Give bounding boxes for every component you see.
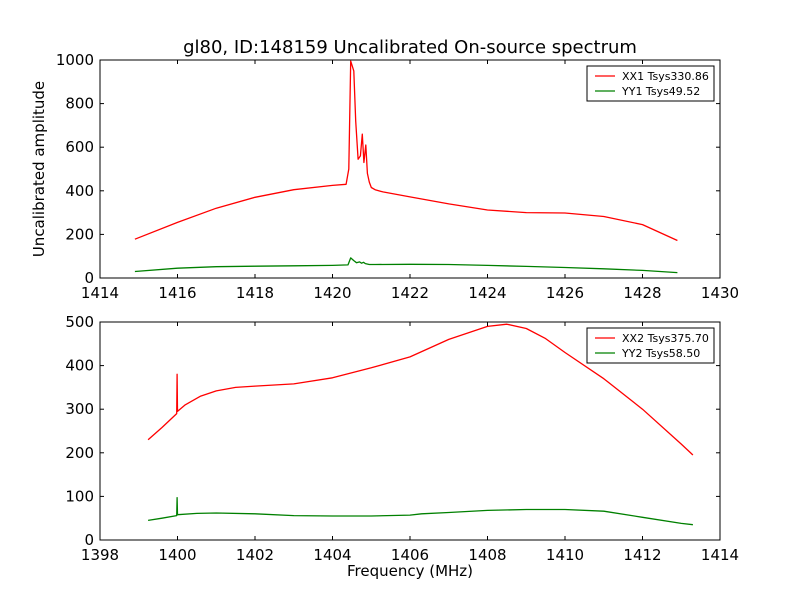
x-tick-label: 1418 (236, 284, 274, 302)
series-line-xx2 (147, 323, 694, 456)
x-tick-label: 1426 (546, 284, 584, 302)
plot-2: 1398 1400 1402 1404 1406 1408 1410 1412 1414 0 100… (65, 313, 739, 564)
y-tick-label: 200 (65, 444, 94, 462)
x-tick-label: 1414 (81, 284, 119, 302)
x-tick-label: 1420 (313, 284, 351, 302)
x-tick-label: 1408 (468, 546, 506, 564)
legend-label: XX1 Tsys330.86 (622, 70, 709, 83)
series-line-yy2 (147, 497, 693, 526)
x-tick-label: 1422 (391, 284, 429, 302)
y-tick-label: 0 (84, 269, 94, 287)
y-tick-label: 500 (65, 313, 94, 331)
y-tick-label: 100 (65, 487, 94, 505)
x-tick-label: 1424 (468, 284, 506, 302)
x-axis-label: Frequency (MHz) (347, 562, 473, 580)
series-line-yy1 (134, 257, 678, 274)
x-tick-label: 1416 (158, 284, 196, 302)
y-tick-label: 200 (65, 225, 94, 243)
x-tick-label: 1402 (236, 546, 274, 564)
legend-label: YY1 Tsys49.52 (621, 85, 700, 98)
x-tick-label: 1398 (81, 546, 119, 564)
y-axis-label: Uncalibrated amplitude (30, 81, 48, 257)
series-line-xx1 (134, 60, 678, 242)
legend-label: XX2 Tsys375.70 (622, 332, 709, 345)
legend-box (586, 327, 715, 364)
y-tick-label: 600 (65, 138, 94, 156)
x-tick-label: 1406 (391, 546, 429, 564)
legend: XX2 Tsys375.70 YY2 Tsys58.50 (586, 327, 715, 364)
legend-box (586, 65, 715, 102)
y-tick-label: 300 (65, 400, 94, 418)
x-tick-label: 1428 (623, 284, 661, 302)
y-tick-label: 400 (65, 182, 94, 200)
x-tick-label: 1414 (701, 546, 739, 564)
x-tick-label: 1400 (158, 546, 196, 564)
y-tick-label: 400 (65, 357, 94, 375)
legend-label: YY2 Tsys58.50 (621, 347, 700, 360)
x-tick-label: 1404 (313, 546, 351, 564)
plot-1: 1414 1416 1418 1420 1422 1424 1426 1428 1430 0 200… (56, 51, 739, 302)
legend: XX1 Tsys330.86 YY1 Tsys49.52 (586, 65, 715, 102)
x-tick-label: 1412 (623, 546, 661, 564)
x-tick-label: 1410 (546, 546, 584, 564)
x-tick-label: 1430 (701, 284, 739, 302)
y-tick-label: 800 (65, 95, 94, 113)
y-tick-label: 1000 (56, 51, 94, 69)
y-tick-label: 0 (84, 531, 94, 549)
chart-title: gl80, ID:148159 Uncalibrated On-source s… (183, 37, 637, 58)
